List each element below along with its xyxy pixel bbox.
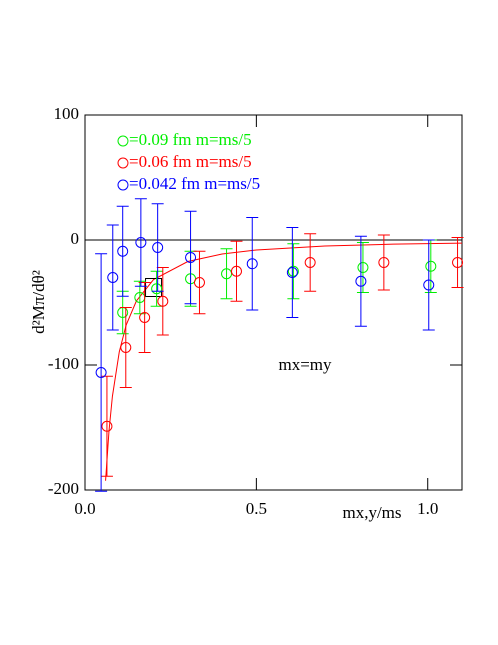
annotation: mx=my [278, 355, 332, 374]
data-point [120, 342, 132, 353]
x-tick-label: 0.0 [74, 499, 95, 518]
data-point [286, 267, 298, 278]
x-tick-label: 0.5 [246, 499, 267, 518]
legend-label: =0.042 fm m=ms/5 [129, 174, 260, 193]
data-point [357, 262, 369, 273]
legend-symbol [117, 135, 129, 147]
x-tick-label: 1.0 [417, 499, 438, 518]
x-axis-label: mx,y/ms [342, 503, 401, 522]
legend-label: =0.06 fm m=ms/5 [129, 152, 252, 171]
data-point [101, 420, 113, 432]
y-tick-label: 100 [54, 104, 80, 123]
legend-symbol [117, 179, 129, 191]
y-tick-label: -100 [48, 354, 79, 373]
data-point [135, 237, 147, 248]
data-point [230, 265, 242, 277]
data-point [95, 367, 107, 378]
data-point [139, 312, 151, 323]
data-point [221, 268, 233, 280]
data-point [193, 277, 205, 288]
data-point [355, 275, 367, 287]
legend-label: =0.09 fm m=ms/5 [129, 130, 252, 149]
square-marker [145, 278, 163, 297]
data-point [185, 252, 197, 263]
y-tick-label: 0 [71, 229, 80, 248]
plot-frame [84, 114, 463, 491]
data-point [304, 257, 316, 268]
data-point [152, 242, 164, 253]
data-point [378, 257, 390, 268]
data-point [107, 272, 119, 283]
data-point [246, 258, 258, 270]
data-point [425, 260, 437, 272]
data-point [157, 295, 169, 307]
legend-symbol [117, 157, 129, 169]
y-axis-label: d²Mπ/dθ² [29, 270, 48, 334]
y-tick-label: -200 [48, 479, 79, 498]
data-point [151, 283, 163, 295]
data-point [423, 279, 435, 291]
data-point [117, 245, 129, 257]
fit-curve [105, 242, 463, 481]
data-point [287, 265, 299, 277]
data-point [452, 257, 464, 268]
